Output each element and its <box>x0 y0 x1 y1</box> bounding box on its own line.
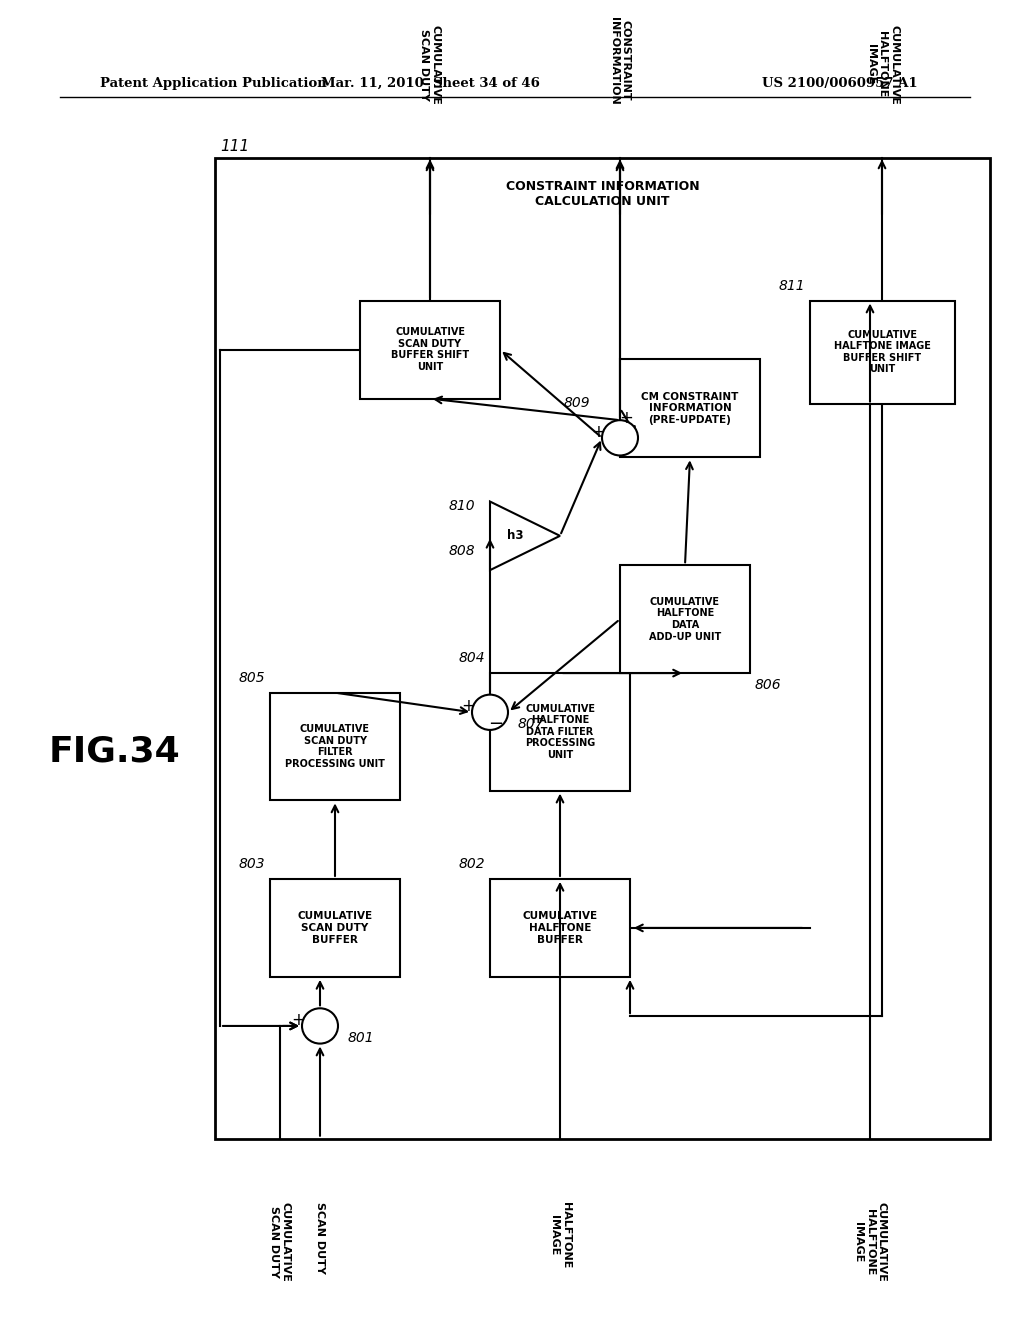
Text: CUMULATIVE
HALFTONE
DATA FILTER
PROCESSING
UNIT: CUMULATIVE HALFTONE DATA FILTER PROCESSI… <box>525 704 595 760</box>
Text: 806: 806 <box>755 678 781 692</box>
Text: SCAN DUTY: SCAN DUTY <box>315 1203 325 1274</box>
Bar <box>360 301 500 399</box>
Text: CUMULATIVE
HALFTONE IMAGE
BUFFER SHIFT
UNIT: CUMULATIVE HALFTONE IMAGE BUFFER SHIFT U… <box>835 330 931 375</box>
Text: HALFTONE
IMAGE: HALFTONE IMAGE <box>549 1203 570 1269</box>
Text: CONSTRAINT INFORMATION
CALCULATION UNIT: CONSTRAINT INFORMATION CALCULATION UNIT <box>506 180 699 209</box>
Text: FIG.34: FIG.34 <box>49 734 181 768</box>
Text: +: + <box>461 697 475 715</box>
Circle shape <box>602 420 638 455</box>
Text: CONSTRAINT
INFORMATION: CONSTRAINT INFORMATION <box>609 17 631 104</box>
Text: CUMULATIVE
SCAN DUTY
FILTER
PROCESSING UNIT: CUMULATIVE SCAN DUTY FILTER PROCESSING U… <box>285 725 385 770</box>
Polygon shape <box>490 502 560 570</box>
Text: US 2100/0060957 A1: US 2100/0060957 A1 <box>762 77 918 90</box>
Text: CUMULATIVE
HALFTONE
IMAGE: CUMULATIVE HALFTONE IMAGE <box>866 25 899 104</box>
Text: CUMULATIVE
SCAN DUTY: CUMULATIVE SCAN DUTY <box>269 1203 291 1282</box>
Text: CUMULATIVE
SCAN DUTY
BUFFER: CUMULATIVE SCAN DUTY BUFFER <box>297 911 373 945</box>
Bar <box>810 301 955 404</box>
Circle shape <box>302 1008 338 1044</box>
Text: CUMULATIVE
HALFTONE
DATA
ADD-UP UNIT: CUMULATIVE HALFTONE DATA ADD-UP UNIT <box>649 597 721 642</box>
Text: 811: 811 <box>778 279 805 293</box>
Text: CUMULATIVE
HALFTONE
IMAGE: CUMULATIVE HALFTONE IMAGE <box>853 1203 887 1282</box>
Text: CM CONSTRAINT
INFORMATION
(PRE-UPDATE): CM CONSTRAINT INFORMATION (PRE-UPDATE) <box>641 392 738 425</box>
Text: h3: h3 <box>507 529 523 543</box>
Text: 810: 810 <box>449 499 475 513</box>
Text: 809: 809 <box>563 396 590 411</box>
Text: 802: 802 <box>459 857 485 871</box>
Text: 804: 804 <box>459 651 485 665</box>
Text: Patent Application Publication: Patent Application Publication <box>100 77 327 90</box>
Text: 801: 801 <box>348 1031 375 1045</box>
Text: CUMULATIVE
HALFTONE
BUFFER: CUMULATIVE HALFTONE BUFFER <box>522 911 598 945</box>
Text: CUMULATIVE
SCAN DUTY
BUFFER SHIFT
UNIT: CUMULATIVE SCAN DUTY BUFFER SHIFT UNIT <box>391 327 469 372</box>
Bar <box>490 673 630 791</box>
Text: 808: 808 <box>449 544 475 557</box>
Bar <box>620 565 750 673</box>
Bar <box>270 879 400 977</box>
Text: 807: 807 <box>518 717 545 731</box>
Text: 805: 805 <box>239 671 265 685</box>
Bar <box>270 693 400 800</box>
Text: +: + <box>620 409 633 428</box>
Text: Mar. 11, 2010  Sheet 34 of 46: Mar. 11, 2010 Sheet 34 of 46 <box>321 77 540 90</box>
Circle shape <box>472 694 508 730</box>
Bar <box>490 879 630 977</box>
Bar <box>215 158 990 1139</box>
Text: CUMULATIVE
SCAN DUTY: CUMULATIVE SCAN DUTY <box>419 25 440 104</box>
Text: +: + <box>291 1011 305 1030</box>
Text: +: + <box>591 422 605 441</box>
Text: 803: 803 <box>239 857 265 871</box>
Bar <box>620 359 760 458</box>
Text: 111: 111 <box>220 139 249 153</box>
Text: −: − <box>488 715 504 733</box>
